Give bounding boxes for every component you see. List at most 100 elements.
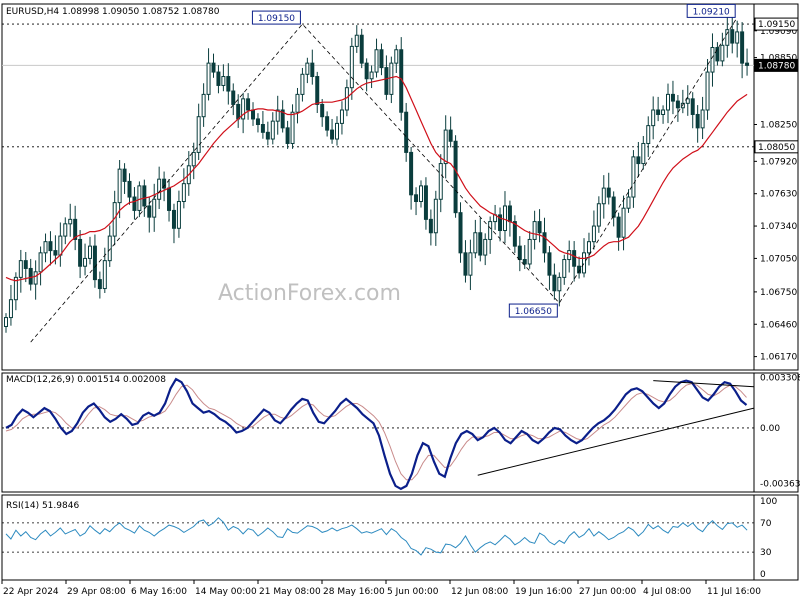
candle [488, 216, 493, 254]
candle [241, 92, 246, 134]
candle [226, 63, 231, 105]
candle [369, 65, 374, 89]
candle [666, 83, 671, 124]
candle-body [562, 259, 567, 278]
macd-tick-label: -0.003635 [760, 479, 800, 489]
candle-body [537, 221, 542, 234]
candle-body [586, 241, 591, 254]
candle-body [48, 241, 53, 252]
candle-body [389, 62, 394, 95]
candle [330, 118, 335, 144]
candle-body [325, 116, 330, 131]
candle [246, 93, 251, 120]
candle [107, 225, 112, 267]
candle [359, 28, 364, 69]
candle-body [730, 29, 735, 44]
candle [221, 64, 226, 92]
candle-body [33, 271, 38, 285]
x-tick-label: 12 Jun 08:00 [451, 587, 508, 597]
candle-body [181, 183, 186, 203]
macd-trendline-lower [477, 407, 755, 476]
rsi-tick-label: 0 [760, 570, 766, 580]
candle-body [285, 127, 290, 144]
candle-body [631, 156, 636, 198]
candle [310, 49, 315, 85]
candle [453, 135, 458, 218]
candle-body [374, 49, 379, 73]
candle-body [349, 45, 354, 89]
candle [675, 95, 680, 122]
candle-body [428, 218, 433, 234]
candle-body [735, 31, 740, 44]
candle [720, 32, 725, 67]
candle [171, 203, 176, 244]
candle [285, 120, 290, 149]
x-tick-label: 11 Jul 16:00 [707, 587, 761, 597]
candle [656, 96, 661, 122]
candle [591, 210, 596, 250]
candle [562, 254, 567, 285]
candle-body [745, 62, 750, 66]
candle-body [251, 109, 256, 120]
candle-body [532, 221, 537, 240]
candle [117, 160, 122, 219]
candle-body [18, 260, 23, 278]
candle-body [710, 47, 715, 73]
candle-body [542, 232, 547, 254]
candle-body [97, 279, 102, 290]
candle [87, 236, 92, 265]
candle [265, 121, 270, 146]
candle-body [458, 212, 463, 254]
candle-body [226, 76, 231, 92]
candle [631, 150, 636, 208]
candle [157, 166, 162, 209]
candle [532, 210, 537, 250]
price-title: EURUSD,H4 1.08998 1.09050 1.08752 1.0878… [6, 7, 220, 17]
candle [236, 94, 241, 128]
candle-body [8, 299, 13, 319]
candle [670, 80, 675, 115]
candle-body [512, 221, 517, 247]
candle [364, 58, 369, 92]
candle [349, 37, 354, 100]
candle [685, 85, 690, 116]
candle [636, 141, 641, 178]
candle-body [591, 225, 596, 243]
candle-body [23, 260, 28, 269]
candle [38, 246, 43, 286]
candle [33, 260, 38, 300]
candle-body [715, 47, 720, 62]
macd-signal-line [5, 383, 747, 481]
candle-body [700, 109, 705, 129]
price-label-text: 1.08050 [758, 143, 795, 153]
candle-body [433, 198, 438, 234]
candle-body [423, 185, 428, 220]
candle-body [404, 111, 409, 153]
candle-body [680, 102, 685, 109]
candle-body [354, 34, 359, 47]
candle-body [448, 129, 453, 142]
candle-body [92, 245, 97, 281]
candle-body [384, 67, 389, 95]
candle-body [102, 260, 107, 290]
candle [404, 102, 409, 162]
candle [507, 200, 512, 237]
candle-body [611, 196, 616, 218]
candle-body [147, 205, 152, 218]
candle-body [522, 259, 527, 265]
candle-body [211, 62, 216, 73]
candle-body [83, 257, 88, 267]
price-tick-label: 1.07630 [760, 190, 797, 200]
candle [290, 104, 295, 149]
candle [201, 83, 206, 127]
candle [78, 230, 83, 279]
candle [181, 168, 186, 209]
candle-body [4, 317, 8, 327]
macd-title: MACD(12,26,9) 0.001514 0.002008 [6, 375, 166, 385]
candle [537, 209, 542, 243]
candle [394, 44, 399, 74]
candle [8, 284, 13, 326]
candle-body [28, 267, 33, 285]
candle-body [152, 198, 157, 218]
candle-body [280, 109, 285, 129]
